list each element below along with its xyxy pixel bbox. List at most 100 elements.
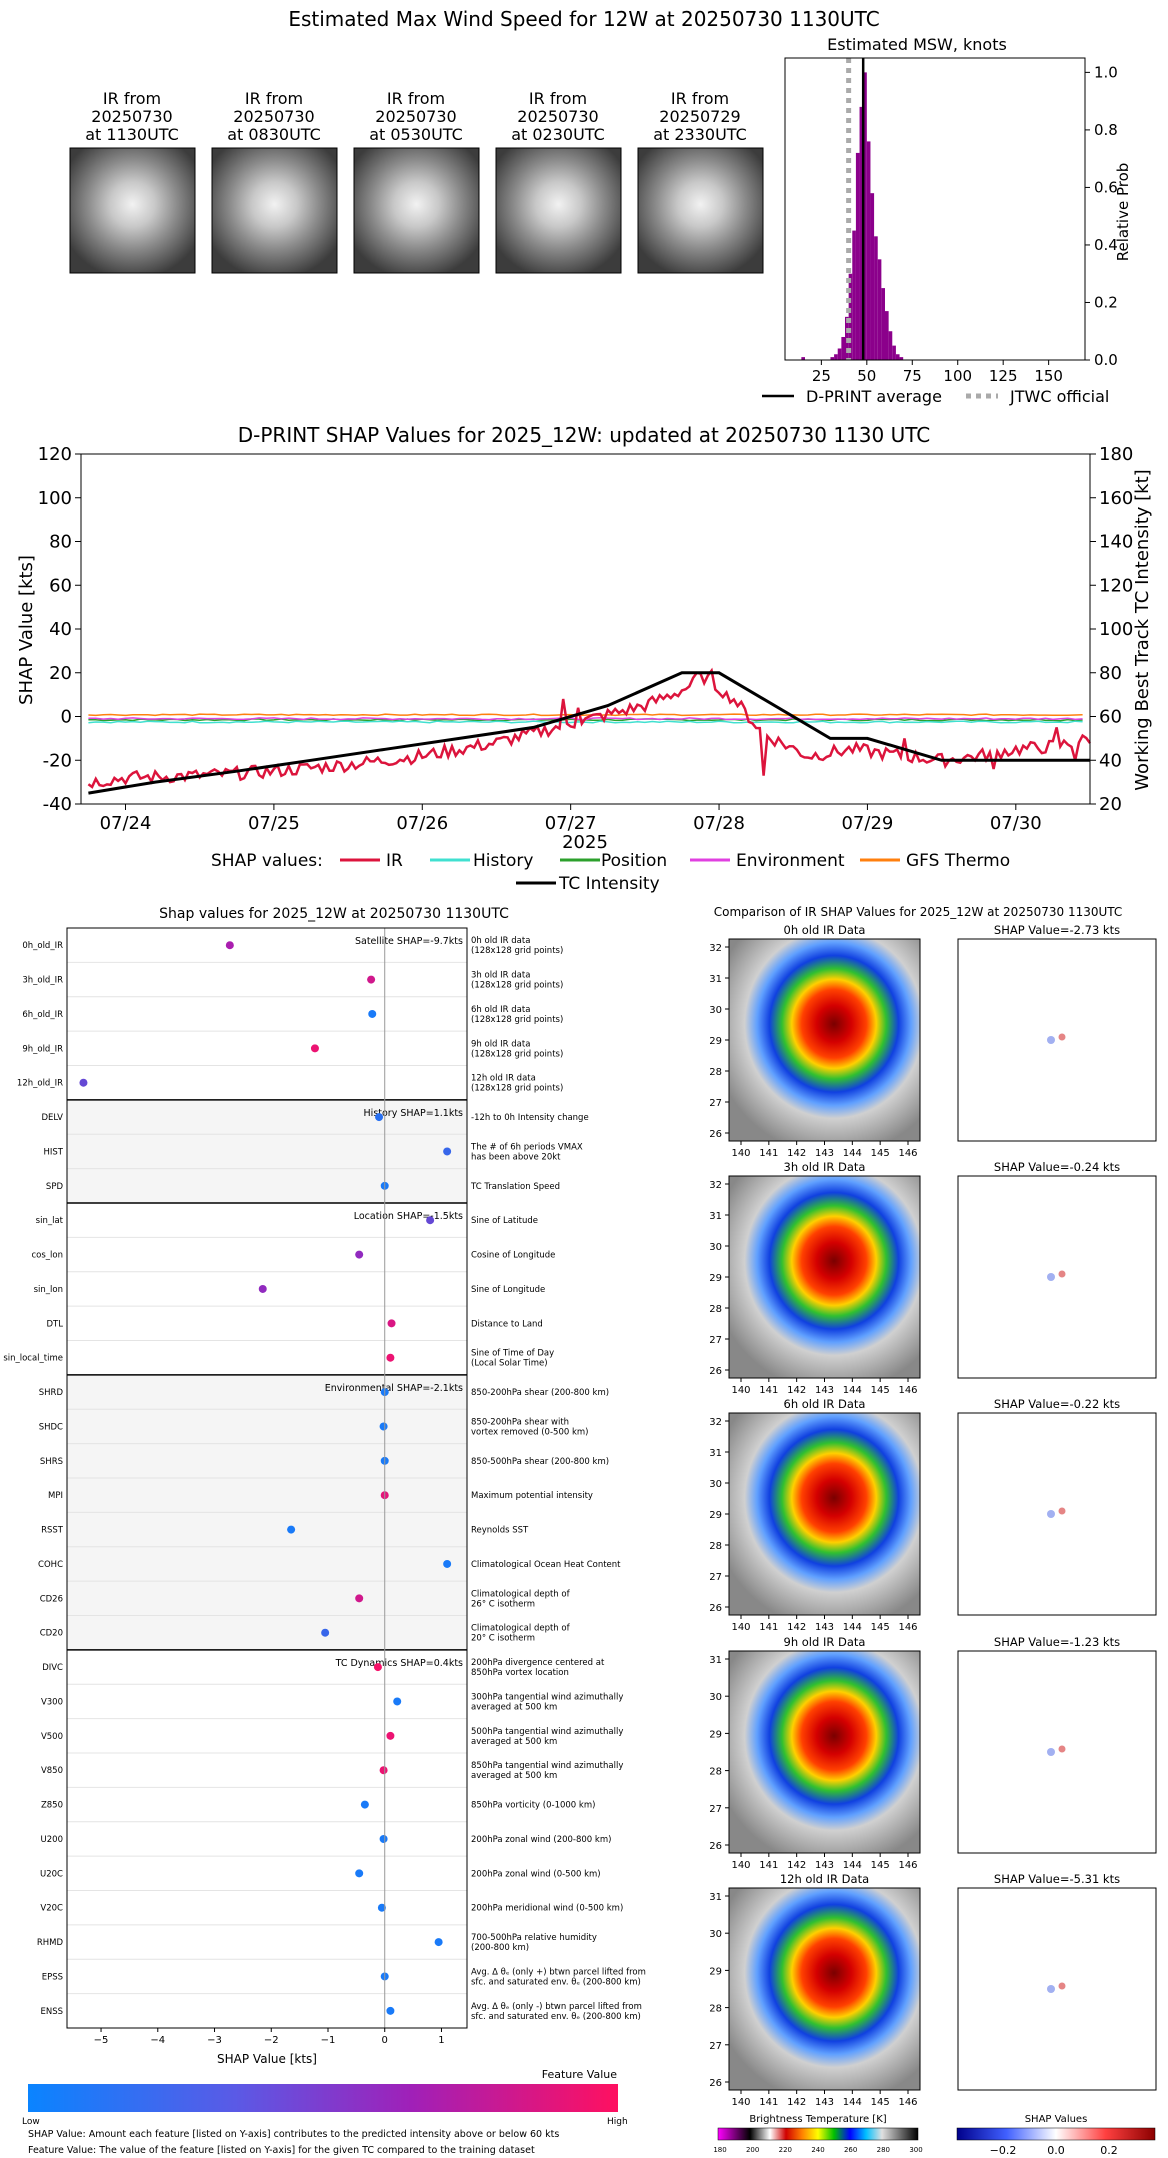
shap-ts-title: D-PRINT SHAP Values for 2025_12W: update…	[238, 423, 930, 447]
ir-ytick-label: 26	[709, 1129, 722, 1140]
ts-ytick-label: 60	[49, 575, 72, 596]
feature-chart-title: Shap values for 2025_12W at 20250730 113…	[159, 906, 509, 922]
msw-legend-dprint-label: D-PRINT average	[806, 387, 942, 406]
ir-ytick-label: 26	[709, 1603, 722, 1614]
colorbar-gradient	[28, 2084, 618, 2112]
ir-xtick-label: 144	[843, 1860, 862, 1871]
ir-ytick-label: 26	[709, 1366, 722, 1377]
msw-axes-frame	[784, 57, 1086, 361]
feature-shap-point	[379, 1422, 388, 1431]
ir-thumbnail-title-line2: 20250730	[375, 107, 456, 126]
shap-ts-xlabel: 2025	[562, 832, 608, 853]
ts-ytick-right-label: 80	[1099, 663, 1122, 684]
ir-series	[87, 667, 1092, 789]
ir-thumbnail-title-line2: 20250730	[517, 107, 598, 126]
ir-ytick-label: 32	[709, 1180, 722, 1191]
ir-xtick-label: 145	[871, 2097, 890, 2108]
ts-xtick-label: 07/26	[396, 813, 448, 834]
ir-ytick-label: 27	[709, 2041, 722, 2052]
ts-ytick-right-label: 140	[1099, 532, 1133, 553]
msw-bar	[870, 193, 875, 360]
msw-bar	[892, 345, 896, 360]
feature-name-label: DIVC	[42, 1663, 63, 1673]
shap-map-negative-mark	[1047, 1985, 1055, 1993]
ir-ytick-label: 29	[709, 1273, 722, 1284]
ir-thumbnail-title-line1: IR from	[245, 89, 303, 108]
msw-bar	[855, 152, 860, 360]
feature-name-label: CD20	[40, 1629, 63, 1639]
ir-ytick-label: 30	[709, 1692, 722, 1703]
legend-gfs-label: GFS Thermo	[906, 851, 1010, 871]
feature-description: averaged at 500 km	[471, 1737, 557, 1747]
ir-xtick-label: 140	[731, 1622, 750, 1633]
feature-shap-point	[373, 1663, 382, 1672]
ir-ytick-label: 27	[709, 1335, 722, 1346]
ts-ytick-label: -20	[43, 750, 72, 771]
ir-ytick-label: 26	[709, 1841, 722, 1852]
feature-name-label: 6h_old_IR	[22, 1010, 63, 1020]
ir-ytick-label: 30	[709, 1242, 722, 1253]
ir-thumbnail-image	[637, 147, 764, 274]
feature-shap-point	[377, 1903, 386, 1912]
ir-data-title: 0h old IR Data	[784, 923, 866, 937]
feature-description: 850-500hPa shear (200-800 km)	[471, 1457, 609, 1467]
ir-thumbnail-panel: IR from 20250729 at 2330UTC	[637, 89, 764, 274]
msw-bar	[874, 236, 878, 360]
feature-shap-chart: Shap values for 2025_12W at 20250730 113…	[3, 906, 646, 2156]
msw-xtick-label: 50	[857, 367, 876, 385]
feature-name-label: SHDC	[39, 1422, 63, 1432]
ir-thumbnail-title-line3: at 0830UTC	[227, 125, 321, 144]
ir-ytick-label: 29	[709, 1729, 722, 1740]
msw-ytick-label: 0.4	[1094, 236, 1118, 254]
shap-ts-ylabel-right: Working Best Track TC Intensity [kt]	[1132, 469, 1153, 790]
shap-map-positive-mark	[1058, 1033, 1066, 1041]
ir-ytick-label: 28	[709, 1304, 722, 1315]
feature-description: 20° C isotherm	[471, 1634, 535, 1644]
msw-xtick-label: 25	[812, 367, 831, 385]
shap-values-colorbar: SHAP Values −0.2 0.0 0.2	[956, 2114, 1156, 2157]
feature-description: Climatological depth of	[471, 1624, 571, 1634]
ir-data-image	[728, 1175, 921, 1379]
msw-xtick-label: 125	[989, 367, 1018, 385]
ir-ytick-label: 30	[709, 1005, 722, 1016]
feature-group-label: History SHAP=1.1kts	[364, 1108, 464, 1119]
legend-position-label: Position	[601, 851, 667, 871]
feature-description: has been above 20kt	[471, 1152, 561, 1162]
msw-legend: D-PRINT average JTWC official	[762, 387, 1109, 406]
ts-ytick-right-label: 60	[1099, 707, 1122, 728]
feature-description: (128x128 grid points)	[471, 946, 563, 956]
feature-group-band	[67, 1099, 467, 1203]
feature-description: 850hPa tangential wind azimuthally	[471, 1761, 623, 1771]
shap-map-negative-mark	[1047, 1273, 1055, 1281]
msw-bar	[885, 311, 889, 360]
msw-bar	[863, 72, 867, 360]
ir-ytick-label: 27	[709, 1098, 722, 1109]
feature-shap-point	[79, 1078, 88, 1087]
feature-description: Climatological depth of	[471, 1589, 571, 1599]
shap-map-image	[957, 1412, 1157, 1616]
ir-thumbnail-title-line3: at 0530UTC	[369, 125, 463, 144]
shap-map-title: SHAP Value=-0.24 kts	[994, 1160, 1120, 1174]
feature-description: Climatological Ocean Heat Content	[471, 1560, 621, 1570]
feature-shap-point	[225, 941, 234, 950]
feature-description: Sine of Latitude	[471, 1216, 538, 1226]
msw-ylabel: Relative Prob	[1114, 163, 1132, 262]
feature-shap-point	[386, 1353, 395, 1362]
ir-ytick-label: 26	[709, 2078, 722, 2089]
msw-bar	[834, 354, 838, 360]
ir-ytick-label: 28	[709, 2004, 722, 2015]
ts-ytick-label: 0	[61, 707, 72, 728]
ts-ytick-label: 120	[38, 444, 72, 465]
feature-description: 850hPa vorticity (0-1000 km)	[471, 1801, 595, 1811]
note-feature-value: Feature Value: The value of the feature …	[28, 2145, 535, 2156]
ir-data-title: 3h old IR Data	[784, 1160, 866, 1174]
shap-ts-ylabel: SHAP Value [kts]	[16, 555, 37, 705]
msw-ytick-label: 0.6	[1094, 178, 1118, 196]
feature-name-label: SPD	[46, 1182, 64, 1192]
ir-ytick-label: 31	[709, 1448, 722, 1459]
feature-group-label: TC Dynamics SHAP=0.4kts	[335, 1658, 463, 1669]
feature-name-label: 3h_old_IR	[22, 976, 63, 986]
feature-description: 200hPa zonal wind (0-500 km)	[471, 1869, 601, 1879]
ir-thumbnail-title-line3: at 1130UTC	[85, 125, 179, 144]
feature-description: 200hPa zonal wind (200-800 km)	[471, 1835, 611, 1845]
